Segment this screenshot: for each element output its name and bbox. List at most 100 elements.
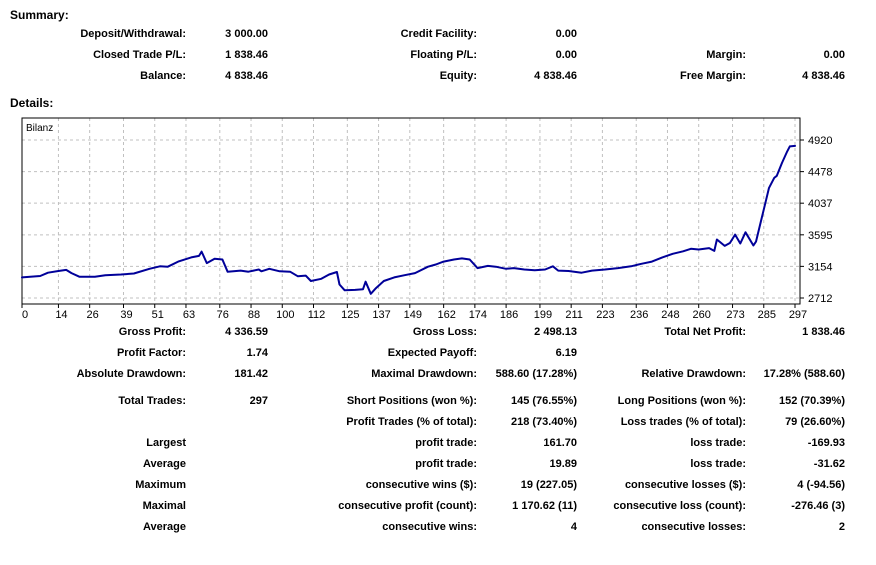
stats-row: Average profit trade: 19.89 loss trade: -31.… bbox=[0, 453, 876, 474]
stats-row: Absolute Drawdown: 181.42 Maximal Drawdown… bbox=[0, 363, 876, 384]
stats-label: Maximal bbox=[142, 499, 186, 512]
summary-label: Floating P/L: bbox=[410, 48, 477, 61]
summary-label: Balance: bbox=[140, 69, 186, 82]
x-tick-label: 26 bbox=[87, 309, 99, 321]
summary-value: 0.00 bbox=[823, 48, 845, 61]
stats-label: consecutive wins: bbox=[382, 520, 477, 533]
stats-label: Average bbox=[142, 520, 186, 533]
balance-chart-canvas: 0 14 26 39 51 63 76 88 100 112 125 137 149 162 174 186 1… bbox=[21, 117, 832, 321]
x-tick-label: 162 bbox=[437, 309, 455, 321]
stats-label: profit trade: bbox=[415, 436, 477, 449]
stats-value: 297 bbox=[249, 394, 268, 407]
x-tick-label: 100 bbox=[276, 309, 294, 321]
stats-label: Total Trades: bbox=[118, 394, 186, 407]
x-tick-label: 211 bbox=[565, 309, 583, 321]
stats-value: 145 (76.55%) bbox=[510, 394, 577, 407]
series-label: Bilanz bbox=[26, 123, 53, 134]
summary-value: 4 838.46 bbox=[225, 69, 268, 82]
stats-value: 2 bbox=[838, 520, 845, 533]
stats-value: 1 838.46 bbox=[802, 325, 845, 338]
summary-row: Balance: 4 838.46 Equity: 4 838.46 Free Marg… bbox=[0, 65, 876, 86]
stats-row: Profit Factor: 1.74 Expected Payoff: 6.19 bbox=[0, 342, 876, 363]
summary-label: Closed Trade P/L: bbox=[93, 48, 186, 61]
stats-label: consecutive losses ($): bbox=[624, 478, 746, 491]
stats-table-trades: Total Trades: 297 Short Positions (won %):… bbox=[0, 390, 876, 537]
stats-value: -169.93 bbox=[807, 436, 845, 449]
stats-value: 4 bbox=[570, 520, 577, 533]
x-tick-label: 186 bbox=[500, 309, 518, 321]
summary-value: 0.00 bbox=[555, 48, 577, 61]
stats-value: -31.62 bbox=[813, 457, 845, 470]
stats-value: 161.70 bbox=[543, 436, 577, 449]
stats-label: Gross Profit: bbox=[118, 325, 186, 338]
x-tick-label: 297 bbox=[789, 309, 807, 321]
x-tick-label: 248 bbox=[661, 309, 679, 321]
stats-row: Profit Trades (% of total): 218 (73.40%) L… bbox=[0, 411, 876, 432]
stats-value: 588.60 (17.28%) bbox=[495, 367, 577, 380]
stats-label: Expected Payoff: bbox=[387, 346, 477, 359]
x-tick-label: 76 bbox=[217, 309, 229, 321]
y-tick-label: 2712 bbox=[808, 293, 832, 305]
plot-border bbox=[21, 117, 801, 305]
stats-label: profit trade: bbox=[415, 457, 477, 470]
x-tick-label: 236 bbox=[630, 309, 648, 321]
stats-label: Profit Trades (% of total): bbox=[346, 415, 477, 428]
y-tick-label: 4920 bbox=[808, 135, 832, 147]
stats-label: Maximum bbox=[135, 478, 186, 491]
x-tick-label: 285 bbox=[758, 309, 776, 321]
x-tick-label: 125 bbox=[341, 309, 359, 321]
summary-value: 0.00 bbox=[555, 27, 577, 40]
x-tick-label: 51 bbox=[152, 309, 164, 321]
stats-value: 6.19 bbox=[555, 346, 577, 359]
stats-row: Maximal consecutive profit (count): 1 170.… bbox=[0, 495, 876, 516]
balance-chart: 0 14 26 39 51 63 76 88 100 112 125 137 149 162 174 186 1… bbox=[10, 112, 866, 325]
summary-table: Deposit/Withdrawal: 3 000.00 Credit Facili… bbox=[0, 23, 876, 86]
stats-label: consecutive loss (count): bbox=[613, 499, 746, 512]
x-tick-label: 112 bbox=[308, 309, 326, 321]
stats-value: 1.74 bbox=[246, 346, 268, 359]
details-heading: Details: bbox=[10, 96, 54, 110]
stats-label: consecutive wins ($): bbox=[365, 478, 477, 491]
stats-value: 218 (73.40%) bbox=[510, 415, 577, 428]
stats-value: 4 (-94.56) bbox=[797, 478, 845, 491]
stats-label: Long Positions (won %): bbox=[617, 394, 746, 407]
x-tick-label: 88 bbox=[248, 309, 260, 321]
stats-value: 1 170.62 (11) bbox=[512, 499, 577, 512]
summary-label: Credit Facility: bbox=[400, 27, 477, 40]
stats-label: Largest bbox=[146, 436, 186, 449]
stats-row: Gross Profit: 4 336.59 Gross Loss: 2 498.13… bbox=[0, 321, 876, 342]
stats-value: 17.28% (588.60) bbox=[763, 367, 845, 380]
summary-label: Margin: bbox=[706, 48, 746, 61]
summary-label: Free Margin: bbox=[679, 69, 746, 82]
x-tick-label: 137 bbox=[372, 309, 390, 321]
stats-label: Profit Factor: bbox=[116, 346, 186, 359]
summary-row: Closed Trade P/L: 1 838.46 Floating P/L: 0.… bbox=[0, 44, 876, 65]
stats-table-profit: Gross Profit: 4 336.59 Gross Loss: 2 498.13… bbox=[0, 321, 876, 384]
y-tick-label: 4037 bbox=[808, 198, 832, 210]
stats-label: Maximal Drawdown: bbox=[371, 367, 477, 380]
x-tick-label: 14 bbox=[55, 309, 67, 321]
stats-label: Average bbox=[142, 457, 186, 470]
summary-label: Equity: bbox=[439, 69, 477, 82]
stats-label: Total Net Profit: bbox=[664, 325, 746, 338]
stats-label: Relative Drawdown: bbox=[641, 367, 746, 380]
summary-value: 4 838.46 bbox=[534, 69, 577, 82]
stats-value: 19 (227.05) bbox=[520, 478, 577, 491]
stats-value: 4 336.59 bbox=[225, 325, 268, 338]
stats-row: Average consecutive wins: 4 consecutive los… bbox=[0, 516, 876, 537]
x-tick-label: 273 bbox=[726, 309, 744, 321]
summary-heading: Summary: bbox=[10, 8, 69, 22]
x-tick-label: 223 bbox=[596, 309, 614, 321]
stats-row: Total Trades: 297 Short Positions (won %):… bbox=[0, 390, 876, 411]
stats-value: 152 (70.39%) bbox=[778, 394, 845, 407]
stats-label: loss trade: bbox=[690, 436, 746, 449]
x-tick-label: 0 bbox=[22, 309, 28, 321]
x-tick-label: 149 bbox=[404, 309, 422, 321]
summary-value: 4 838.46 bbox=[802, 69, 845, 82]
stats-row: Largest profit trade: 161.70 loss trade: -16… bbox=[0, 432, 876, 453]
x-tick-label: 39 bbox=[120, 309, 132, 321]
y-tick-label: 4478 bbox=[808, 167, 832, 179]
stats-label: Gross Loss: bbox=[412, 325, 477, 338]
stats-row: Maximum consecutive wins ($): 19 (227.05) c… bbox=[0, 474, 876, 495]
